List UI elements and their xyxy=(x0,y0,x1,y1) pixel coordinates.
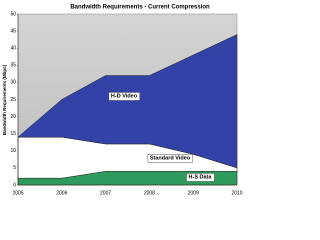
chart-title: Bandwidth Requirements - Current Compres… xyxy=(70,5,210,11)
y-axis-label: Bandwidth Requirements (Mbps) xyxy=(2,64,7,135)
x-tick-label: 2009 xyxy=(188,190,199,196)
x-tick-label: 2006 xyxy=(56,190,67,196)
y-tick-label: 45 xyxy=(10,28,16,34)
y-tick-label: 5 xyxy=(13,165,16,171)
x-tick-label: 2010 xyxy=(231,190,242,196)
x-tick-label: 2008 xyxy=(144,190,155,196)
y-tick-label: 40 xyxy=(10,46,16,52)
y-tick-label: 50 xyxy=(10,11,16,17)
y-tick-label: 10 xyxy=(10,148,16,154)
series-label: H-D Video xyxy=(111,93,138,99)
x-tick-label: 2005 xyxy=(12,190,23,196)
y-tick-label: 20 xyxy=(10,114,16,120)
y-tick-label: 25 xyxy=(10,97,16,103)
y-tick-label: 15 xyxy=(10,131,16,137)
area xyxy=(17,34,238,169)
y-tick-label: 0 xyxy=(13,182,16,188)
series-label-box xyxy=(147,154,193,163)
y-tick-label: 30 xyxy=(10,80,16,86)
series-label-box xyxy=(186,173,215,182)
series-label-box xyxy=(108,92,140,101)
x-tick-label: 2007 xyxy=(100,190,111,196)
series-label: H-S Data xyxy=(189,174,213,180)
y-tick-label: 35 xyxy=(10,63,16,69)
chart: Bandwidth Requirements - Current Compres… xyxy=(2,4,243,197)
series-label: Standard Video xyxy=(150,155,191,161)
